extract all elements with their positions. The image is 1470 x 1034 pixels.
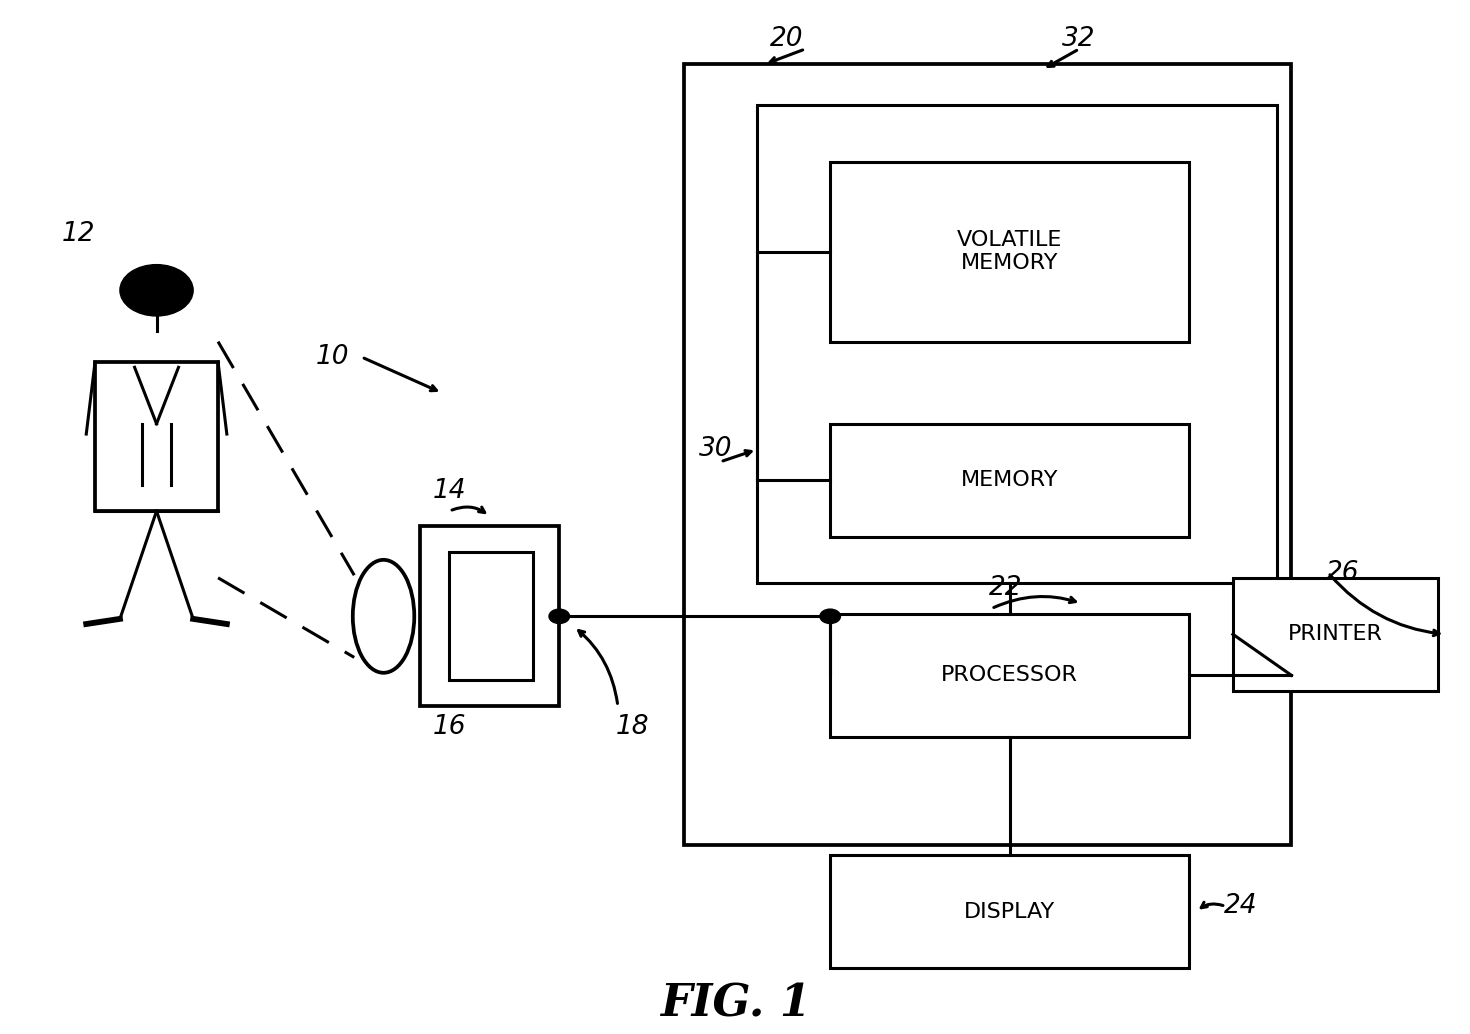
Circle shape <box>121 265 193 316</box>
Bar <box>831 162 1189 341</box>
Bar <box>831 855 1189 968</box>
Text: 10: 10 <box>316 344 348 370</box>
Bar <box>684 64 1292 845</box>
Text: 22: 22 <box>989 575 1023 601</box>
Text: PROCESSOR: PROCESSOR <box>941 665 1078 686</box>
Text: 32: 32 <box>1063 26 1097 52</box>
Bar <box>1233 578 1438 691</box>
Text: MEMORY: MEMORY <box>961 470 1058 490</box>
Ellipse shape <box>353 559 415 673</box>
Text: 18: 18 <box>616 713 650 739</box>
Text: 24: 24 <box>1223 893 1257 919</box>
Circle shape <box>820 609 841 624</box>
Bar <box>831 614 1189 737</box>
Text: VOLATILE
MEMORY: VOLATILE MEMORY <box>957 231 1063 273</box>
Text: 16: 16 <box>432 713 466 739</box>
Circle shape <box>548 609 569 624</box>
Text: DISPLAY: DISPLAY <box>964 902 1055 921</box>
Bar <box>450 552 534 680</box>
Text: PRINTER: PRINTER <box>1288 625 1383 644</box>
Text: FIG. 1: FIG. 1 <box>660 982 810 1026</box>
Bar <box>420 526 559 706</box>
Text: 20: 20 <box>769 26 803 52</box>
Text: 30: 30 <box>700 436 732 462</box>
Bar <box>831 424 1189 537</box>
Text: 14: 14 <box>432 478 466 504</box>
Text: 26: 26 <box>1326 559 1360 585</box>
Bar <box>757 105 1277 583</box>
Bar <box>96 362 218 511</box>
Text: 12: 12 <box>62 221 96 247</box>
